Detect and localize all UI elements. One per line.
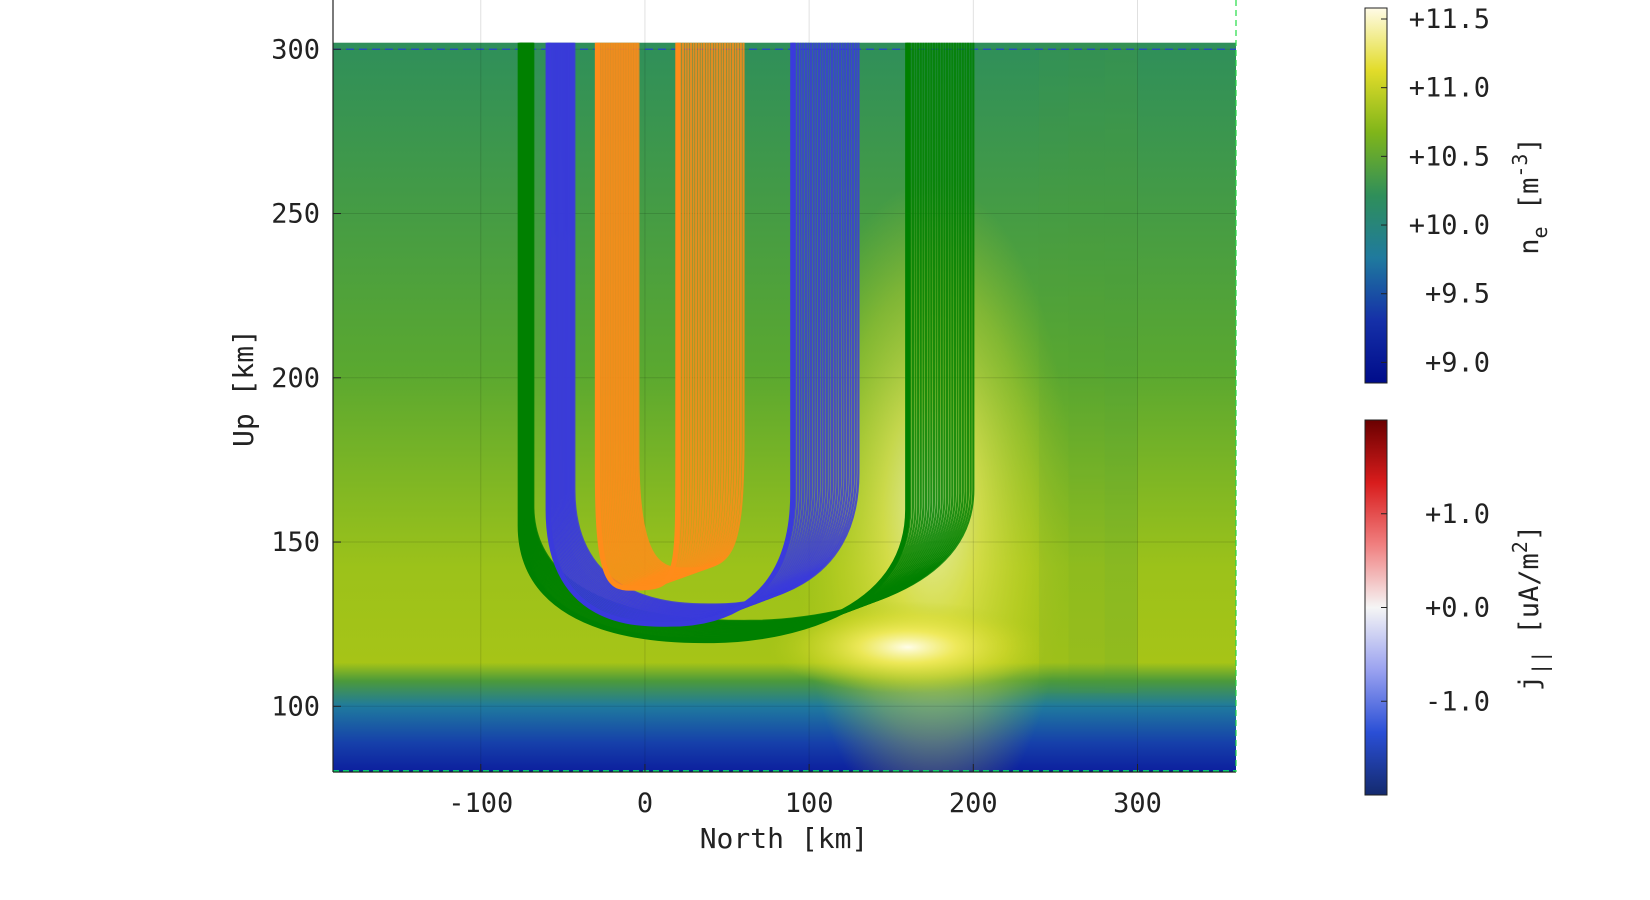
cbar1-label: ne [m-3] (1508, 137, 1552, 254)
current-colorbar: -1.0 +0.0 +1.0 j|| [uA/m2] (1364, 419, 1552, 796)
cbar1-tick-label-0: +9.0 (1425, 347, 1490, 378)
x-tick-label-4: 300 (1113, 788, 1162, 819)
heatmap-column-1 (1068, 42, 1105, 694)
axes (332, 0, 1237, 773)
bundle-edge-1 (545, 42, 796, 627)
field-line-bundles (517, 42, 975, 644)
cbar2-tick-label-0: -1.0 (1425, 686, 1490, 717)
bundle-edge-2 (594, 42, 681, 591)
cbar1-tick-label-3: +10.5 (1409, 141, 1490, 172)
x-tick-label-3: 200 (949, 788, 998, 819)
bundle-1 (545, 42, 860, 627)
y-tick-label-4: 300 (271, 34, 320, 65)
x-tick-label-0: -100 (448, 788, 513, 819)
y-tick-label-1: 150 (271, 527, 320, 558)
cbar1-tick-label-2: +10.0 (1409, 210, 1490, 241)
heatmap-column-0 (1038, 42, 1069, 694)
heatmap-column-2 (1104, 42, 1138, 694)
bundle-2 (594, 42, 745, 591)
y-tick-label-2: 200 (271, 363, 320, 394)
cbar2-tick-label-2: +1.0 (1425, 499, 1490, 530)
y-tick-label-0: 100 (271, 691, 320, 722)
x-tick-label-2: 100 (785, 788, 834, 819)
heatmap-empty-top (333, 0, 1236, 43)
bundle-0 (517, 42, 975, 644)
heatmap-enhancement-peak (768, 601, 1048, 694)
cbar1-tick-label-1: +9.5 (1425, 279, 1490, 310)
cbar1-tick-label-5: +11.5 (1409, 4, 1490, 35)
x-axis-label: North [km] (700, 822, 869, 855)
density-colorbar: +9.0 +9.5 +10.0 +10.5 +11.0 +11.5 ne [m-3] (1364, 4, 1552, 384)
field-line-2-25 (637, 42, 745, 570)
field-line-1-25 (573, 42, 860, 606)
x-tick-label-1: 0 (637, 788, 653, 819)
tick-labels: -100 0 100 200 300 100 150 200 250 300 (271, 34, 1162, 819)
y-axis-label: Up [km] (227, 329, 260, 447)
cbar2-label: j|| [uA/m2] (1508, 525, 1552, 691)
cbar1-tick-label-4: +11.0 (1409, 73, 1490, 104)
cbar2-tick-label-1: +0.0 (1425, 593, 1490, 624)
cbar1-bar (1364, 7, 1388, 384)
bundle-edge-0 (517, 42, 911, 644)
density-heatmap (333, 0, 1236, 772)
y-tick-label-3: 250 (271, 199, 320, 230)
